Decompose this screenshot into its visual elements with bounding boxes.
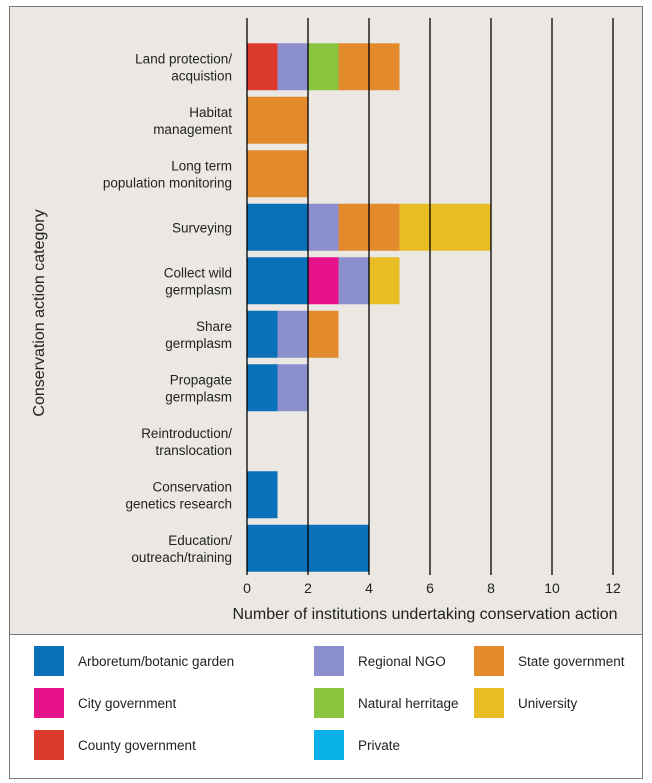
- bar-segment: [247, 43, 278, 91]
- bar-segment: [308, 257, 339, 305]
- category-label: Education/outreach/training: [131, 533, 232, 565]
- legend-swatch: [314, 730, 344, 760]
- bar-segment: [277, 364, 308, 412]
- legend-swatch: [34, 646, 64, 676]
- category-label: Reintroduction/translocation: [141, 426, 232, 458]
- legend-label: State government: [518, 653, 625, 669]
- legend-swatch: [474, 688, 504, 718]
- category-labels: Land protection/acquistion Habitat managem…: [103, 51, 232, 565]
- bar-segment: [308, 203, 339, 251]
- category-label: Share germplasm: [165, 319, 232, 351]
- x-tick-label: 8: [487, 580, 495, 596]
- x-axis-title: Number of institutions undertaking conse…: [232, 606, 617, 623]
- legend-item: University: [474, 688, 577, 718]
- bars-layer: [247, 43, 491, 572]
- bar-segment: [247, 364, 278, 412]
- bar-segment: [308, 310, 339, 358]
- x-tick-label: 12: [605, 580, 621, 596]
- legend-item: City government: [34, 688, 176, 718]
- legend-item: State government: [474, 646, 625, 676]
- legend-swatch: [34, 730, 64, 760]
- legend-item: Arboretum/botanic garden: [34, 646, 234, 676]
- bar-segment: [247, 150, 308, 198]
- legend-label: County government: [78, 737, 196, 753]
- legend-swatch: [314, 688, 344, 718]
- legend-label: Regional NGO: [358, 653, 446, 669]
- legend-item: County government: [34, 730, 196, 760]
- category-label: Land protection/acquistion: [135, 51, 232, 83]
- bar-segment: [277, 310, 308, 358]
- bar-segment: [277, 43, 308, 91]
- bar-segment: [369, 257, 400, 305]
- legend-swatch: [314, 646, 344, 676]
- x-tick-label: 4: [365, 580, 373, 596]
- category-label: Collect wild germplasm: [164, 265, 232, 297]
- bar-segment: [247, 96, 308, 144]
- category-label: Propagate germplasm: [165, 372, 232, 404]
- y-axis-title: Conservation action category: [31, 209, 48, 416]
- legend-item: Natural herritage: [314, 688, 459, 718]
- legend-label: City government: [78, 695, 177, 711]
- bar-segment: [399, 203, 491, 251]
- legend-label: Natural herritage: [358, 695, 459, 711]
- x-tick-label: 2: [304, 580, 312, 596]
- legend: Arboretum/botanic garden Regional NGO Stat…: [10, 646, 642, 772]
- legend-swatch: [474, 646, 504, 676]
- legend-item: Private: [314, 730, 400, 760]
- bar-segment: [247, 203, 308, 251]
- tick-labels: 0 2 4 6 8 10 12: [243, 580, 621, 596]
- bar-segment: [247, 471, 278, 519]
- bar-chart: Land protection/acquistion Habitat managem…: [31, 18, 621, 623]
- legend-label: Private: [358, 737, 401, 753]
- category-label: Surveying: [172, 220, 232, 235]
- legend-swatch: [34, 688, 64, 718]
- figure-frame: [9, 6, 643, 779]
- legend-label: Arboretum/botanic garden: [78, 653, 235, 669]
- legend-item: Regional NGO: [314, 646, 446, 676]
- legend-label: University: [518, 695, 578, 711]
- x-tick-label: 6: [426, 580, 434, 596]
- x-tick-label: 0: [243, 580, 251, 596]
- bar-segment: [308, 43, 339, 91]
- bar-segment: [247, 257, 308, 305]
- category-label: Habitat management: [153, 105, 232, 137]
- x-tick-label: 10: [544, 580, 560, 596]
- category-label: Long term population monitoring: [103, 158, 232, 190]
- grid-layer: [246, 18, 614, 575]
- bar-segment: [338, 257, 369, 305]
- legend-divider: [9, 634, 643, 635]
- category-label: Conservation genetics research: [125, 479, 232, 511]
- bar-segment: [247, 310, 278, 358]
